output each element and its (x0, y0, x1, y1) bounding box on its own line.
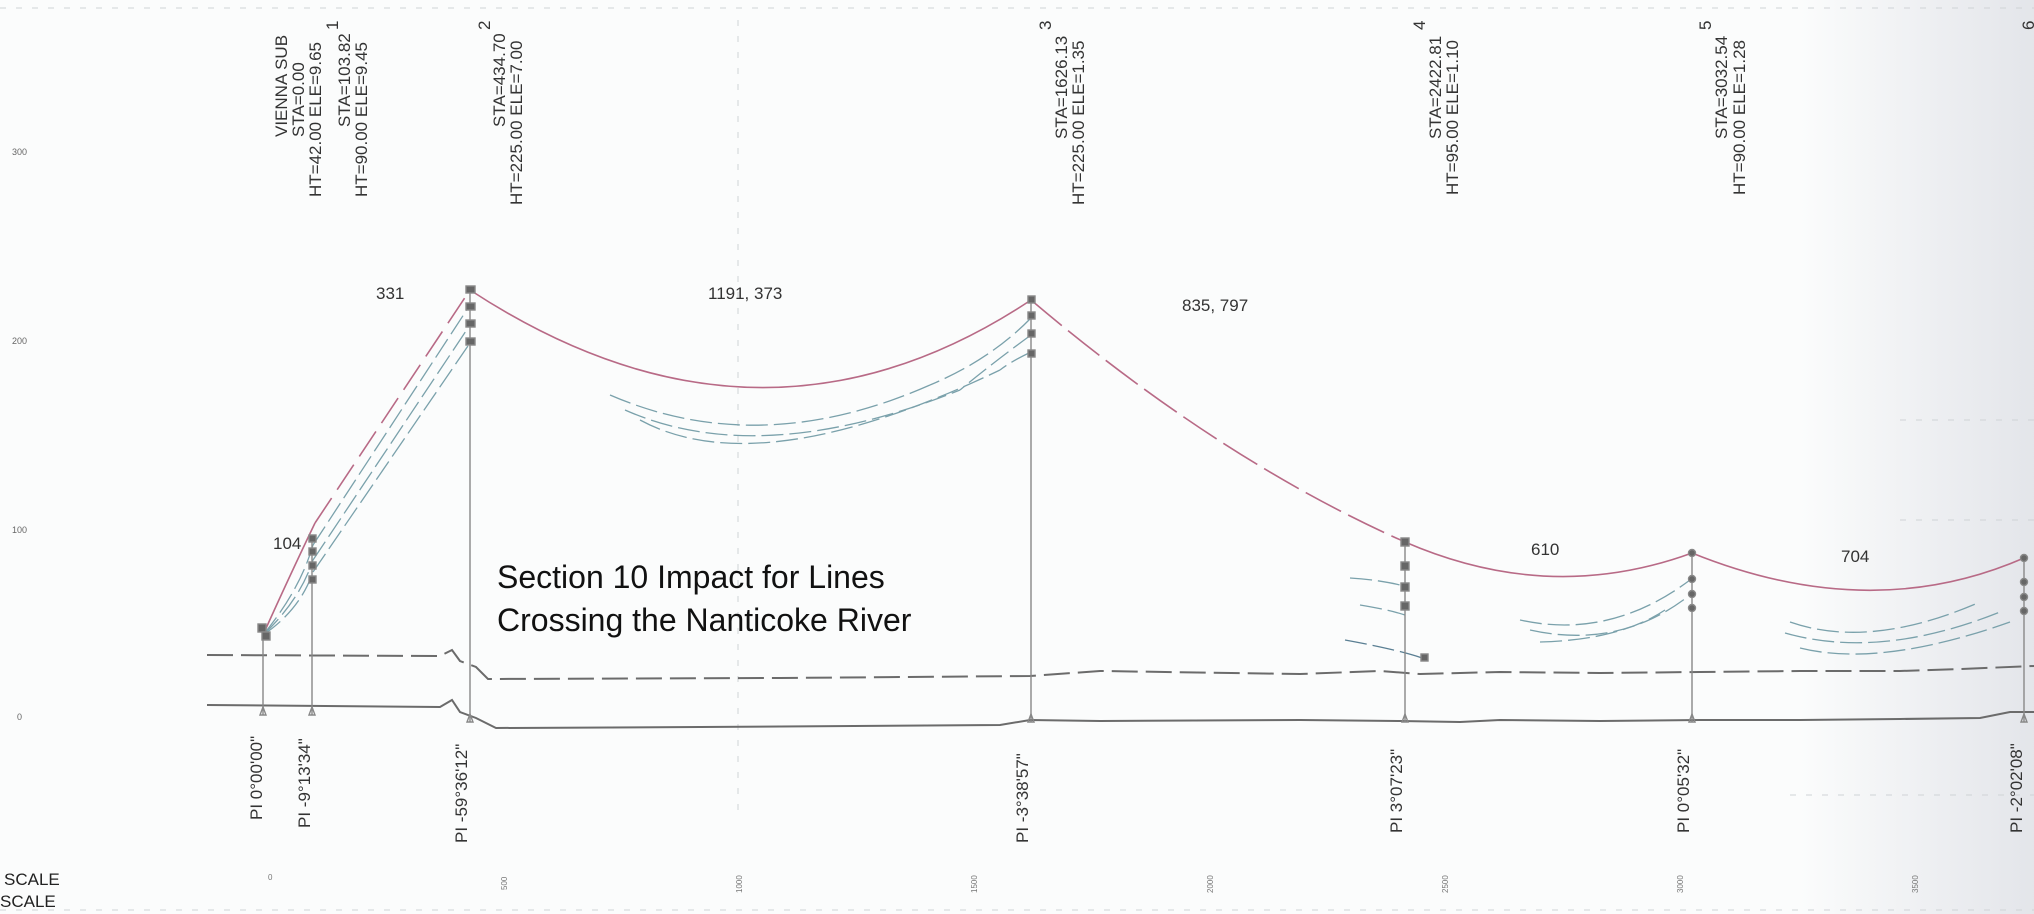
scale-label: SCALE (4, 870, 60, 889)
span-label: 331 (376, 284, 404, 303)
x-axis-ticks: 0 500 1000 1500 2000 2500 3000 3500 (268, 873, 1920, 893)
section-title-line: Section 10 Impact for Lines (497, 559, 885, 595)
structure-sta: STA=434.70 (490, 33, 509, 127)
structure-headers: VIENNA SUB STA=0.00 HT=42.00 ELE=9.65 1 … (272, 21, 2034, 205)
structure-sta: STA=3032.54 (1712, 36, 1731, 139)
pi-angle-label: PI 3°07'23" (1387, 749, 1406, 833)
section-title: Section 10 Impact for Lines Crossing the… (497, 556, 1017, 642)
structure-ht-ele: HT=225.00 ELE=7.00 (507, 41, 526, 205)
span-label: 610 (1531, 540, 1559, 559)
section-title-line: Crossing the Nanticoke River (497, 602, 912, 638)
structure-ht-ele: HT=42.00 ELE=9.65 (306, 42, 325, 197)
y-tick-label: 0 (17, 712, 22, 722)
span-label: 104 (273, 534, 301, 553)
x-tick-label: 2500 (1441, 875, 1450, 893)
reference-grid (0, 7, 2034, 911)
structure-sta: STA=0.00 (289, 62, 308, 137)
structure-sta: STA=1626.13 (1052, 36, 1071, 139)
span-labels: 104 331 1191, 373 835, 797 610 704 (273, 284, 1869, 566)
pi-angle-label: PI -9°13'34" (295, 738, 314, 828)
scale-label: SCALE (0, 892, 56, 911)
x-tick-label: 3500 (1911, 875, 1920, 893)
x-tick-label: 500 (500, 876, 509, 890)
pi-angle-label: PI -3°38'57" (1013, 753, 1032, 843)
substation-label: VIENNA SUB (272, 35, 291, 137)
structure-number: 2 (475, 21, 494, 30)
y-tick-label: 300 (12, 147, 27, 157)
structure-ht-ele: HT=95.00 ELE=1.10 (1443, 40, 1462, 195)
structure-sta: STA=2422.81 (1426, 36, 1445, 139)
structure-ht-ele: HT=90.00 ELE=1.28 (1730, 40, 1749, 195)
span-label: 835, 797 (1182, 296, 1248, 315)
structure-number: 4 (1410, 21, 1429, 30)
scan-edge-shading (1800, 0, 2034, 914)
y-tick-label: 100 (12, 525, 27, 535)
pi-angle-label: PI -2°02'08" (2007, 743, 2026, 833)
pi-labels: PI 0°00'00" PI -9°13'34" PI -59°36'12" P… (247, 736, 2026, 843)
structure-number: 5 (1696, 21, 1715, 30)
x-tick-label: 1000 (735, 875, 744, 893)
structure-sta: STA=103.82 (335, 33, 354, 127)
pi-angle-label: PI -59°36'12" (452, 744, 471, 843)
ground-profile-lower (206, 698, 2034, 730)
conductor-spans (262, 289, 2025, 636)
structures (257, 285, 2029, 723)
structure-number: 1 (323, 21, 342, 30)
ground-profile-upper (206, 648, 2034, 681)
structure-ht-ele: HT=225.00 ELE=1.35 (1069, 41, 1088, 205)
structure-number: 3 (1036, 21, 1055, 30)
y-axis-ticks: 300 200 100 0 (12, 147, 27, 722)
x-tick-label: 3000 (1676, 875, 1685, 893)
span-label: 704 (1841, 547, 1869, 566)
span-label: 1191, 373 (708, 284, 782, 303)
structure-ht-ele: HT=90.00 ELE=9.45 (352, 42, 371, 197)
pi-angle-label: PI 0°05'32" (1674, 749, 1693, 833)
y-tick-label: 200 (12, 336, 27, 346)
pi-angle-label: PI 0°00'00" (247, 736, 266, 820)
structure-number: 6 (2019, 21, 2034, 30)
x-tick-label: 1500 (970, 875, 979, 893)
x-tick-label: 0 (268, 873, 273, 882)
x-tick-label: 2000 (1206, 875, 1215, 893)
